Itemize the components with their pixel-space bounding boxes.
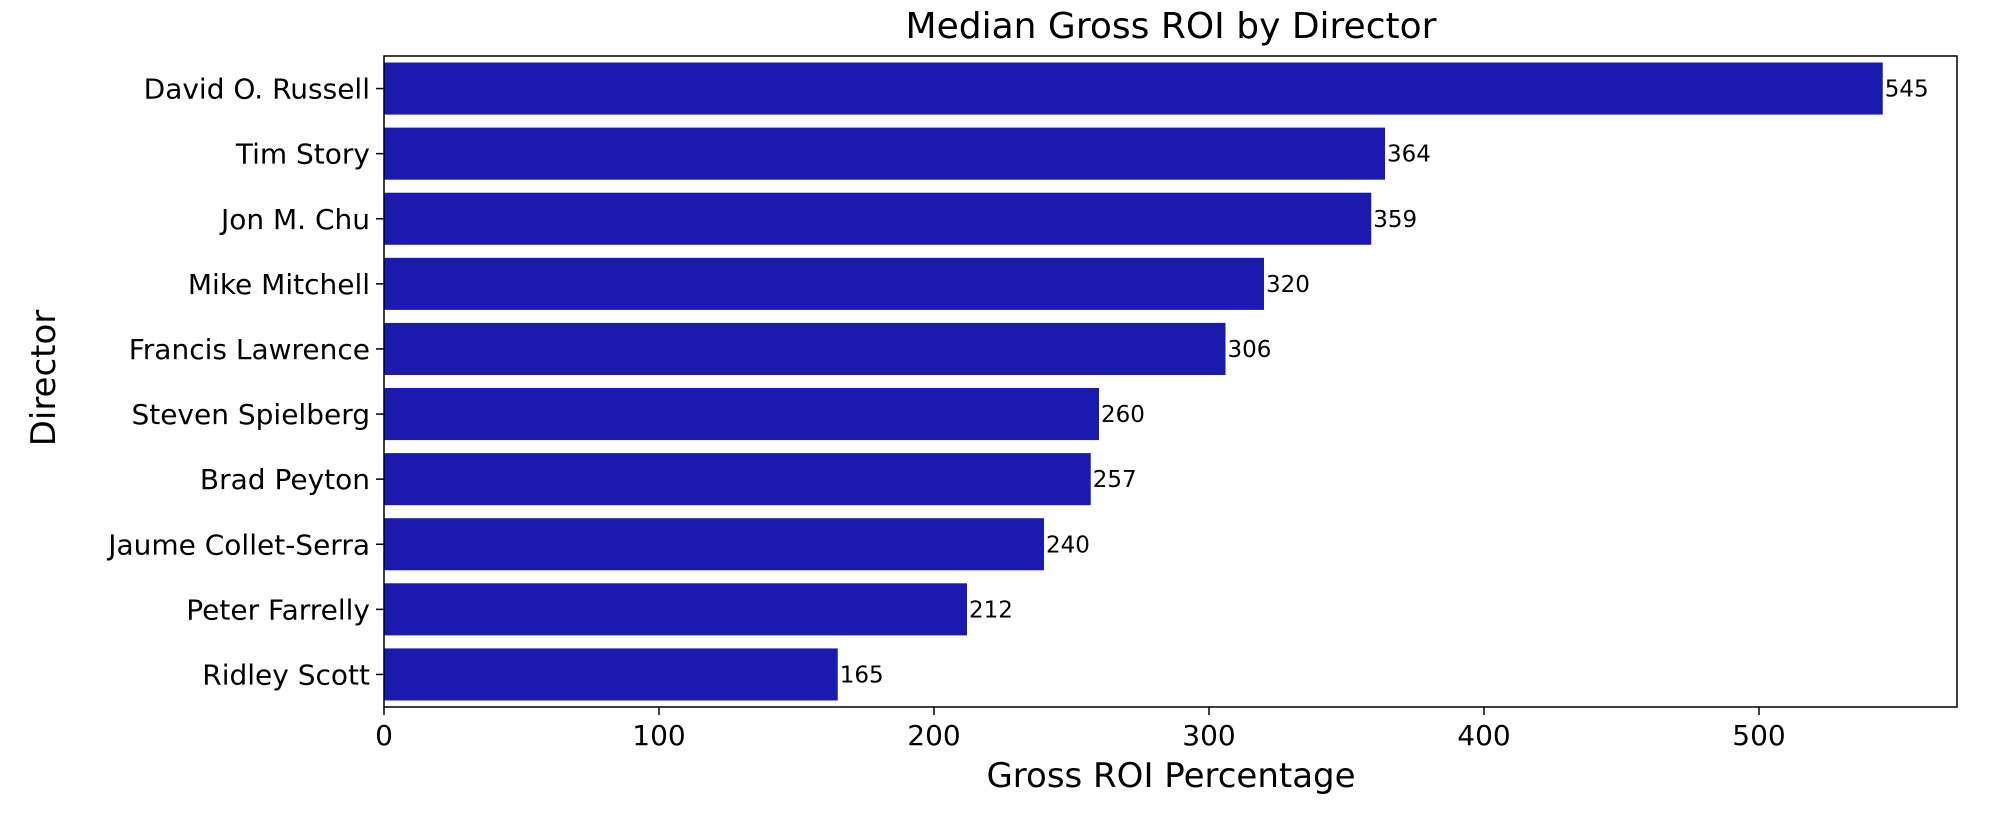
x-tick-label: 500	[1732, 719, 1785, 752]
y-tick-label: Peter Farrelly	[186, 593, 370, 626]
y-tick-label: Tim Story	[235, 138, 370, 171]
data-label: 306	[1228, 337, 1272, 363]
y-tick-label: David O. Russell	[144, 73, 370, 106]
bar-francis-lawrence	[384, 322, 1226, 375]
y-tick-label: Francis Lawrence	[129, 333, 370, 366]
bar-mike-mitchell	[384, 257, 1264, 310]
data-label: 260	[1101, 402, 1145, 428]
x-tick-label: 200	[907, 719, 960, 752]
bar-jon-m-chu	[384, 192, 1372, 245]
y-tick-label: Jon M. Chu	[219, 203, 370, 236]
bar-steven-spielberg	[384, 388, 1099, 441]
bar-ridley-scott	[384, 648, 838, 701]
bar-tim-story	[384, 127, 1385, 180]
data-label: 257	[1093, 467, 1137, 493]
y-tick-label: Steven Spielberg	[131, 398, 370, 431]
bar-peter-farrelly	[384, 583, 967, 636]
data-label: 240	[1046, 532, 1090, 558]
chart-title: Median Gross ROI by Director	[906, 6, 1437, 47]
x-axis-label: Gross ROI Percentage	[986, 756, 1355, 796]
data-label: 359	[1373, 207, 1417, 233]
y-axis-label: Director	[24, 310, 64, 447]
bars-layer	[384, 62, 1883, 701]
x-tick-label: 400	[1457, 719, 1510, 752]
data-label: 165	[840, 662, 884, 688]
y-tick-label: Mike Mitchell	[188, 268, 370, 301]
bar-david-o-russell	[384, 62, 1883, 115]
x-tick-label: 100	[632, 719, 685, 752]
y-tick-label: Jaume Collet-Serra	[106, 528, 370, 561]
y-tick-label: Ridley Scott	[202, 658, 370, 691]
data-label: 364	[1387, 142, 1431, 168]
data-label: 545	[1885, 77, 1929, 103]
plot-frame	[383, 55, 1958, 708]
bar-brad-peyton	[384, 453, 1091, 506]
x-axis-ticks: 0 100 200 300 400 500	[375, 707, 1786, 752]
data-labels-layer: 545 364 359 320 306 260 257 240 212 165	[840, 77, 1929, 689]
y-tick-label: Brad Peyton	[200, 463, 370, 496]
y-axis-ticks: David O. Russell Tim Story Jon M. Chu Mike …	[106, 73, 384, 691]
data-label: 320	[1266, 272, 1310, 298]
bar-jaume-collet-serra	[384, 518, 1044, 571]
data-label: 212	[969, 597, 1013, 623]
x-tick-label: 300	[1182, 719, 1235, 752]
x-tick-label: 0	[375, 719, 393, 752]
